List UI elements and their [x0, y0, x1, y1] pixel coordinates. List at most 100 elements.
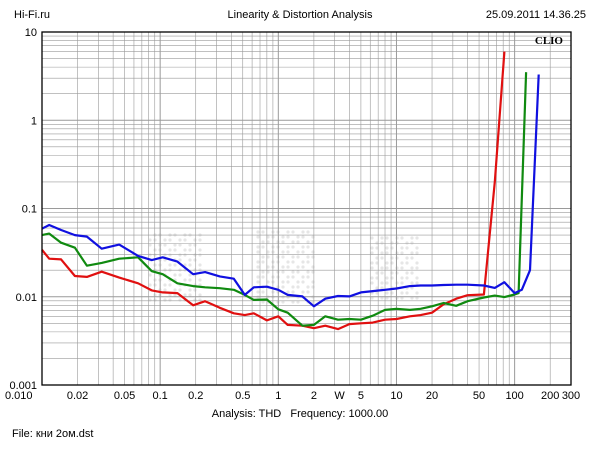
watermark-dot [286, 290, 290, 294]
watermark-dot [405, 261, 409, 265]
watermark-dot [261, 240, 265, 244]
timestamp: 25.09.2011 14.36.25 [485, 9, 586, 21]
watermark-dot [281, 235, 285, 239]
watermark-dot [256, 265, 260, 269]
watermark-dot [400, 236, 404, 240]
watermark-dot [395, 266, 399, 270]
x-tick-label: 0.1 [153, 390, 168, 402]
watermark-dot [168, 263, 172, 267]
watermark-dot [198, 238, 202, 242]
watermark-dot [193, 238, 197, 242]
watermark-dot [306, 270, 310, 274]
watermark-dot [405, 271, 409, 275]
watermark-dot [266, 240, 270, 244]
watermark-dot [296, 280, 300, 284]
watermark-dot [178, 253, 182, 257]
chart-title: Linearity & Distortion Analysis [227, 9, 373, 21]
watermark-dot [385, 281, 389, 285]
x-tick-label: 2 [311, 390, 317, 402]
watermark-dot [296, 270, 300, 274]
watermark-dot [410, 241, 414, 245]
x-tick-label: 5 [358, 390, 364, 402]
watermark-dot [188, 288, 192, 292]
watermark-dot [261, 245, 265, 249]
watermark-dot [400, 246, 404, 250]
watermark-dot [301, 275, 305, 279]
watermark-dot [168, 253, 172, 257]
watermark-dot [266, 270, 270, 274]
x-tick-label: 50 [473, 390, 485, 402]
watermark-dot [301, 265, 305, 269]
watermark-dot [198, 293, 202, 297]
watermark-dot [306, 285, 310, 289]
watermark-dot [261, 300, 265, 304]
watermark-dot [370, 276, 374, 280]
watermark-dot [281, 240, 285, 244]
watermark-dot [188, 258, 192, 262]
watermark-dot [375, 291, 379, 295]
watermark-dot [198, 248, 202, 252]
watermark-dot [405, 256, 409, 260]
watermark-dot [301, 280, 305, 284]
watermark-dot [306, 290, 310, 294]
watermark-dot [261, 290, 265, 294]
watermark-dot [385, 236, 389, 240]
watermark-dot [306, 245, 310, 249]
watermark-dot [380, 236, 384, 240]
watermark-dot [193, 253, 197, 257]
watermark-dot [256, 290, 260, 294]
watermark-dot [286, 245, 290, 249]
watermark-dot [173, 263, 177, 267]
watermark-dot [173, 288, 177, 292]
watermark-dot [410, 236, 414, 240]
clio-brand-label: CLIO [535, 35, 564, 47]
watermark-dot [261, 260, 265, 264]
watermark-dot [286, 275, 290, 279]
watermark-dot [375, 271, 379, 275]
x-axis-ticks: 0.010 0.02 0.05 0.1 0.2 0.5 1 2 W 5 10 20 50 100 200 30… [5, 390, 580, 402]
watermark-dot [291, 230, 295, 234]
watermark-dot [261, 275, 265, 279]
watermark-dot [405, 241, 409, 245]
watermark-dot [395, 281, 399, 285]
analysis-info: Analysis: THD Frequency: 1000.00 [0, 408, 600, 420]
watermark-dot [286, 265, 290, 269]
series-line-1 [41, 51, 506, 331]
watermark-dot [198, 263, 202, 267]
watermark-dot [301, 230, 305, 234]
series-line-2 [41, 72, 528, 327]
watermark-dot [163, 253, 167, 257]
watermark-dot [301, 260, 305, 264]
watermark-dot [173, 248, 177, 252]
watermark-dot [301, 245, 305, 249]
watermark-dot [400, 266, 404, 270]
watermark-dot [301, 290, 305, 294]
watermark-dot [148, 243, 152, 247]
watermark-dot [173, 243, 177, 247]
watermark-dot [261, 255, 265, 259]
watermark-dot [370, 246, 374, 250]
watermark-dot [173, 293, 177, 297]
watermark-dot [286, 235, 290, 239]
watermark-dot [415, 246, 419, 250]
watermark-dot [370, 261, 374, 265]
watermark-dot [415, 261, 419, 265]
watermark-dot [188, 273, 192, 277]
watermark-dot [188, 278, 192, 282]
watermark-dot [188, 293, 192, 297]
watermark-dot [370, 236, 374, 240]
watermark-dot [375, 246, 379, 250]
watermark-dot [415, 276, 419, 280]
watermark-dot [400, 281, 404, 285]
watermark-dot [380, 271, 384, 275]
watermark-dot [410, 286, 414, 290]
x-tick-label: 0.2 [188, 390, 203, 402]
watermark-dot [148, 238, 152, 242]
watermark-dot [385, 276, 389, 280]
watermark-dot [296, 265, 300, 269]
chart-grid [42, 32, 571, 385]
series-layer [41, 51, 540, 331]
watermark-dot [193, 258, 197, 262]
watermark-dot [410, 271, 414, 275]
